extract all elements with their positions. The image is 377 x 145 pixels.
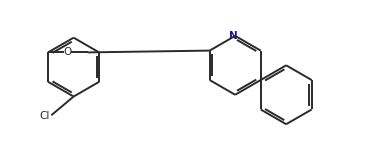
Text: N: N [229,31,238,41]
Text: Cl: Cl [39,111,49,121]
Text: O: O [64,47,72,57]
